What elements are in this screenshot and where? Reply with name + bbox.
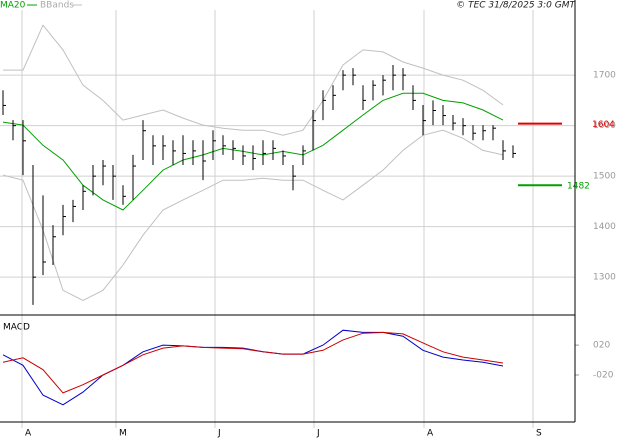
macd-line xyxy=(2,331,504,394)
bband-upper xyxy=(3,24,504,136)
level-label: 1482 xyxy=(567,182,590,192)
x-tick-label: A xyxy=(25,429,32,439)
y-tick-label: 1600 xyxy=(593,121,616,131)
x-tick-label: S xyxy=(536,429,542,439)
x-tick-label: J xyxy=(316,429,320,439)
y-tick-label: 1300 xyxy=(593,273,616,283)
x-tick-label: J xyxy=(217,429,221,439)
x-tick-label: A xyxy=(427,429,434,439)
y-tick-label: 1500 xyxy=(593,172,616,182)
y-tick-label: -020 xyxy=(593,370,614,380)
y-tick-label: 1400 xyxy=(593,222,616,232)
macd-title: MACD xyxy=(3,323,30,333)
y-tick-label: 020 xyxy=(593,341,610,351)
bband-lower xyxy=(2,129,504,301)
y-tick-label: 1700 xyxy=(593,71,616,81)
level-label: 1604 xyxy=(592,120,615,130)
legend-bbands: BBands xyxy=(40,1,74,11)
x-tick-label: M xyxy=(119,429,127,439)
copyright: © TEC 31/8/2025 3:0 GMT xyxy=(456,1,576,11)
plot-area xyxy=(0,10,575,422)
legend-ma20: MA20 xyxy=(0,1,26,11)
